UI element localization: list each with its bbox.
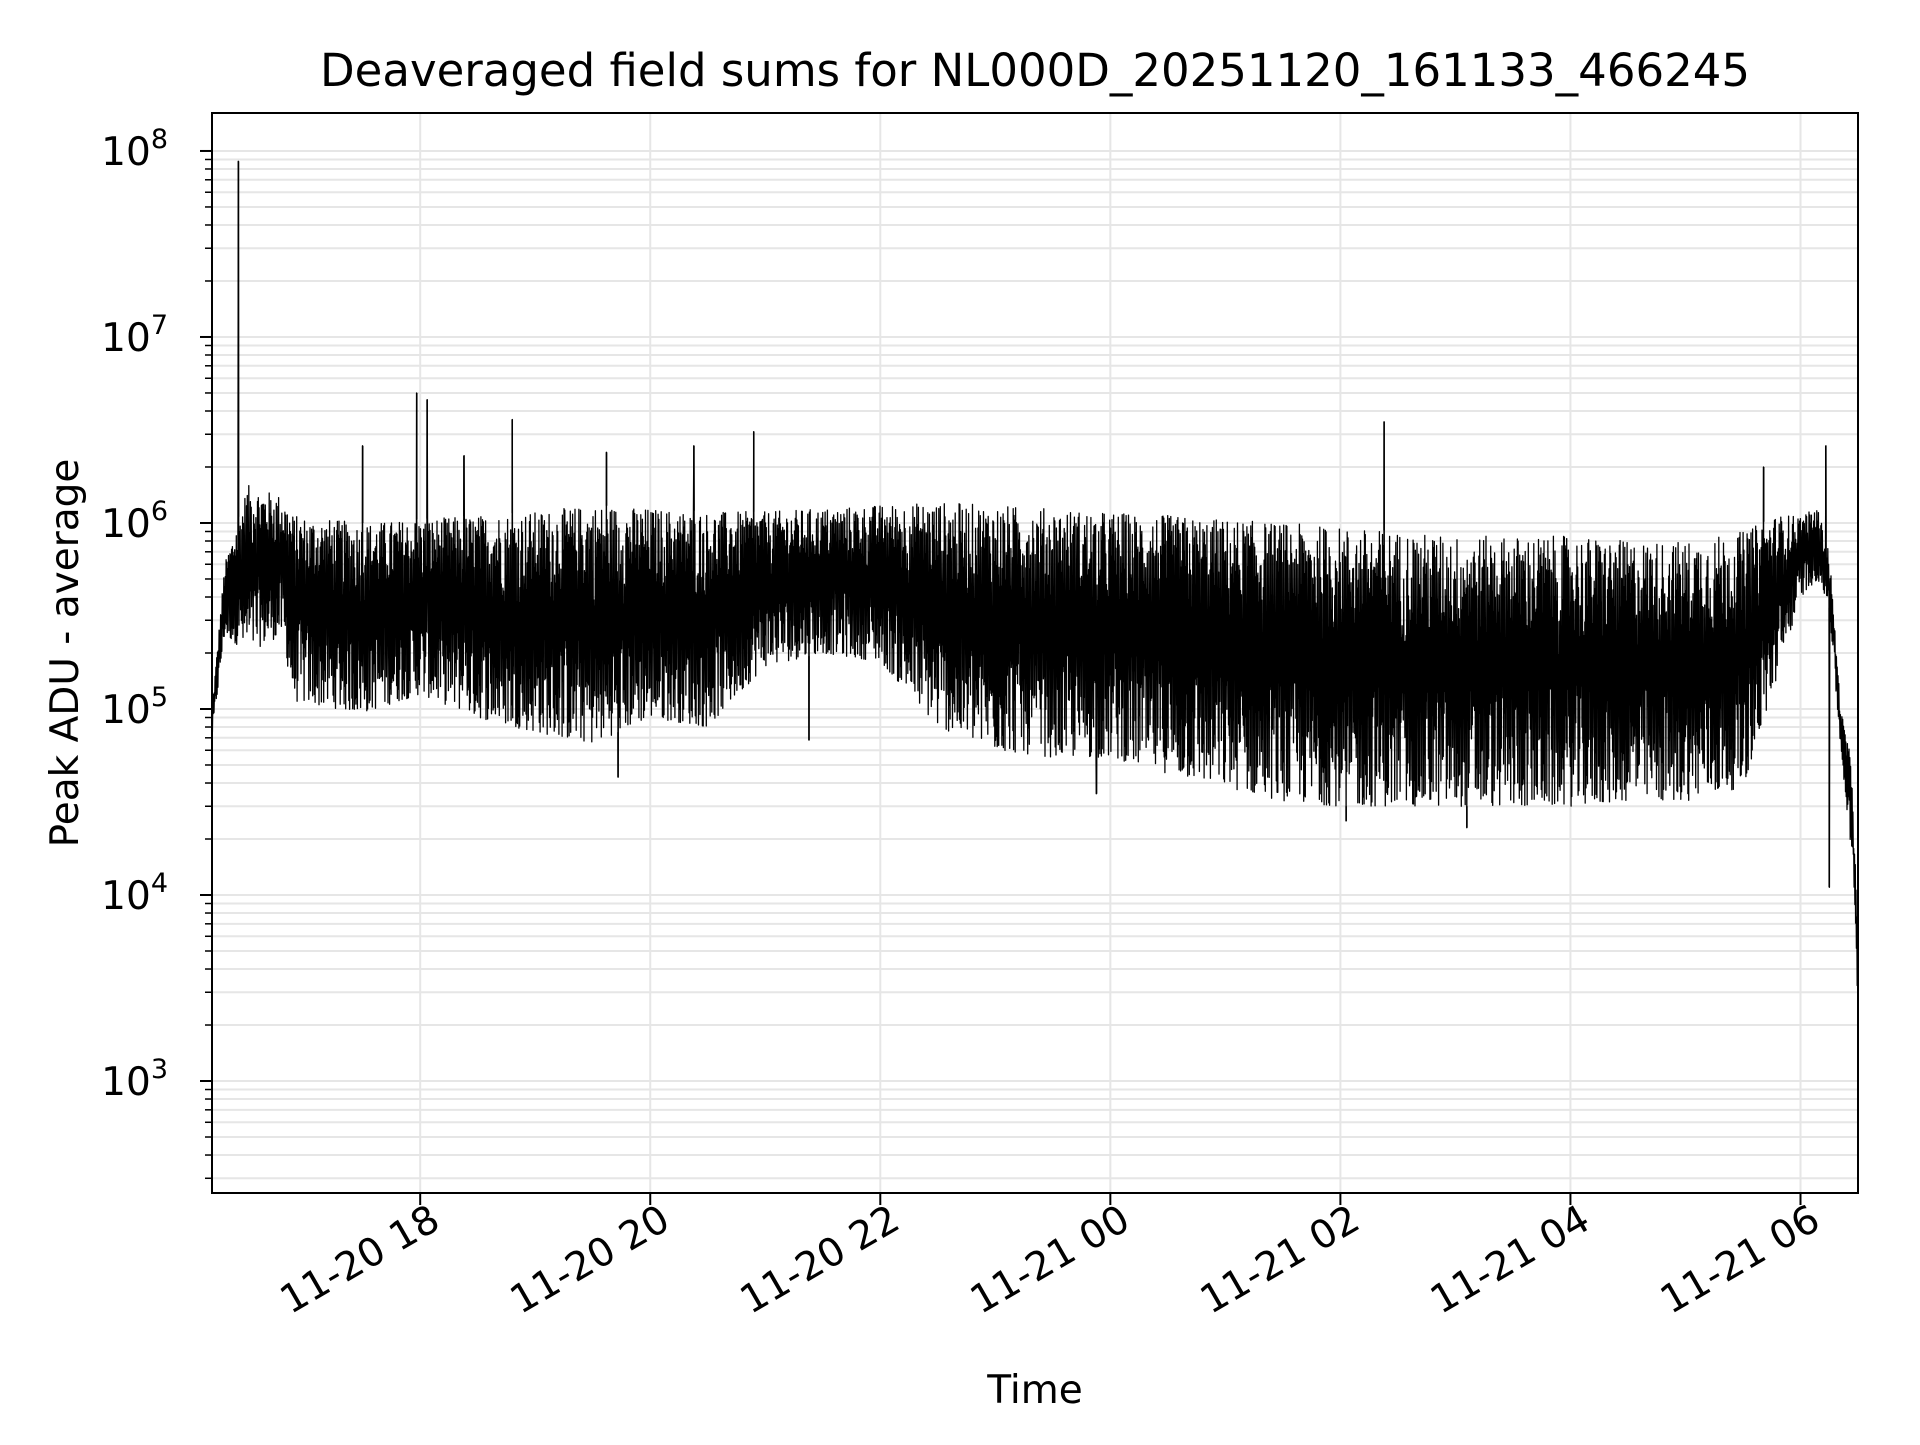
y-tick-exponent: 6 bbox=[151, 496, 168, 527]
y-tick-exponent: 3 bbox=[151, 1054, 168, 1085]
y-tick-base: 10 bbox=[101, 316, 151, 361]
x-tick-label: 11-21 00 bbox=[963, 1197, 1137, 1324]
y-tick-exponent: 8 bbox=[151, 124, 168, 155]
y-axis-label: Peak ADU - average bbox=[43, 459, 88, 848]
x-tick-label: 11-21 06 bbox=[1653, 1197, 1827, 1324]
y-tick-label: 104 bbox=[101, 868, 168, 919]
y-tick-label: 106 bbox=[101, 496, 168, 547]
y-tick-base: 10 bbox=[101, 130, 151, 175]
y-tick-base: 10 bbox=[101, 502, 151, 547]
y-tick-label: 105 bbox=[101, 682, 168, 733]
x-axis-label: Time bbox=[986, 1368, 1082, 1413]
y-tick-exponent: 5 bbox=[151, 682, 168, 713]
y-tick-label: 103 bbox=[101, 1054, 168, 1105]
y-tick-base: 10 bbox=[101, 1060, 151, 1105]
y-tick-exponent: 4 bbox=[151, 868, 168, 899]
y-tick-label: 108 bbox=[101, 124, 168, 175]
data-layer bbox=[211, 160, 1859, 1018]
y-tick-exponent: 7 bbox=[151, 310, 168, 341]
x-tick-label: 11-21 02 bbox=[1193, 1197, 1367, 1324]
series-line bbox=[211, 160, 1859, 1018]
y-tick-base: 10 bbox=[101, 874, 151, 919]
x-tick-label: 11-20 22 bbox=[733, 1197, 907, 1324]
chart-title: Deaveraged field sums for NL000D_2025112… bbox=[320, 44, 1750, 97]
x-tick-label: 11-21 04 bbox=[1423, 1197, 1597, 1324]
x-tick-label: 11-20 20 bbox=[503, 1197, 677, 1324]
x-tick-label: 11-20 18 bbox=[273, 1197, 447, 1324]
y-tick-base: 10 bbox=[101, 688, 151, 733]
y-tick-label: 107 bbox=[101, 310, 168, 361]
